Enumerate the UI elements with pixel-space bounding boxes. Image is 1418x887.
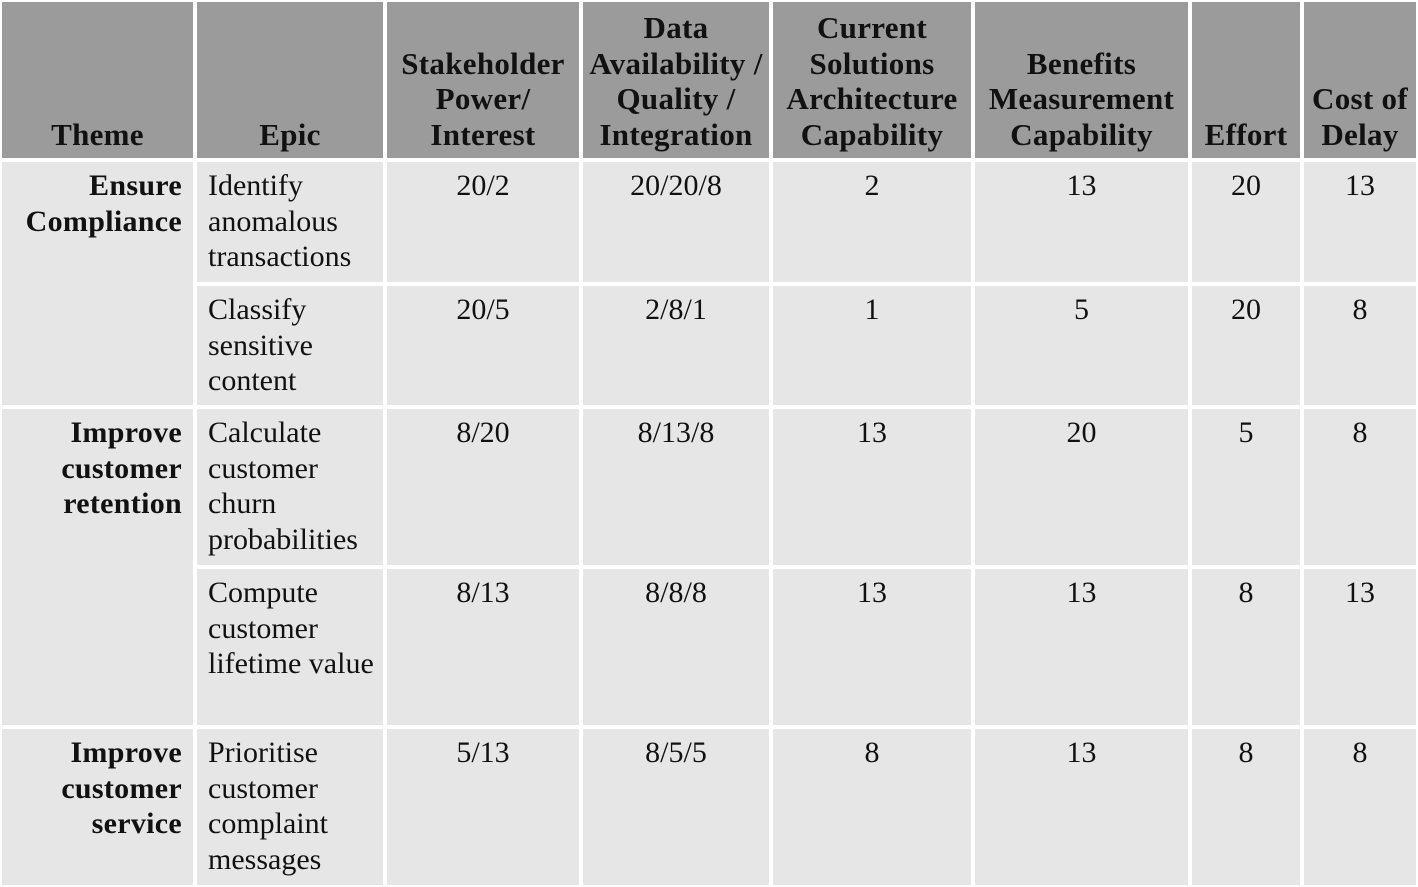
stakeholder-cell: 20/5 bbox=[387, 286, 579, 405]
header-data-availability: Data Availability / Quality / Integratio… bbox=[583, 2, 769, 158]
header-cost-of-delay: Cost of Delay bbox=[1304, 2, 1416, 158]
epic-cell: Calculate customer churn probabilities bbox=[197, 409, 383, 565]
effort-cell: 8 bbox=[1192, 569, 1300, 725]
header-effort: Effort bbox=[1192, 2, 1300, 158]
epic-cell: Identify anomalous transactions bbox=[197, 162, 383, 282]
theme-cell: Improve customer retention bbox=[2, 409, 193, 725]
cost-of-delay-cell: 8 bbox=[1304, 729, 1416, 885]
benefits-cell: 13 bbox=[975, 569, 1188, 725]
header-architecture: Current Solutions Architecture Capabilit… bbox=[773, 2, 971, 158]
header-benefits: Benefits Measurement Capability bbox=[975, 2, 1188, 158]
architecture-cell: 8 bbox=[773, 729, 971, 885]
epic-cell: Classify sensitive content bbox=[197, 286, 383, 405]
header-theme: Theme bbox=[2, 2, 193, 158]
architecture-cell: 1 bbox=[773, 286, 971, 405]
theme-cell: Improve customer service bbox=[2, 729, 193, 885]
effort-cell: 20 bbox=[1192, 162, 1300, 282]
cost-of-delay-cell: 8 bbox=[1304, 286, 1416, 405]
stakeholder-cell: 8/13 bbox=[387, 569, 579, 725]
benefits-cell: 13 bbox=[975, 729, 1188, 885]
data-cell: 8/8/8 bbox=[583, 569, 769, 725]
effort-cell: 5 bbox=[1192, 409, 1300, 565]
effort-cell: 8 bbox=[1192, 729, 1300, 885]
stakeholder-cell: 5/13 bbox=[387, 729, 579, 885]
data-cell: 8/13/8 bbox=[583, 409, 769, 565]
theme-cell: Ensure Compliance bbox=[2, 162, 193, 405]
data-cell: 20/20/8 bbox=[583, 162, 769, 282]
epic-cell: Prioritise customer complaint messages bbox=[197, 729, 383, 885]
stakeholder-cell: 20/2 bbox=[387, 162, 579, 282]
data-cell: 8/5/5 bbox=[583, 729, 769, 885]
cost-of-delay-cell: 8 bbox=[1304, 409, 1416, 565]
effort-cell: 20 bbox=[1192, 286, 1300, 405]
benefits-cell: 13 bbox=[975, 162, 1188, 282]
cost-of-delay-cell: 13 bbox=[1304, 162, 1416, 282]
architecture-cell: 13 bbox=[773, 409, 971, 565]
architecture-cell: 13 bbox=[773, 569, 971, 725]
data-cell: 2/8/1 bbox=[583, 286, 769, 405]
stakeholder-cell: 8/20 bbox=[387, 409, 579, 565]
header-epic: Epic bbox=[197, 2, 383, 158]
benefits-cell: 5 bbox=[975, 286, 1188, 405]
epic-cell: Compute customer lifetime value bbox=[197, 569, 383, 725]
benefits-cell: 20 bbox=[975, 409, 1188, 565]
header-stakeholder: Stakeholder Power/ Interest bbox=[387, 2, 579, 158]
architecture-cell: 2 bbox=[773, 162, 971, 282]
cost-of-delay-cell: 13 bbox=[1304, 569, 1416, 725]
